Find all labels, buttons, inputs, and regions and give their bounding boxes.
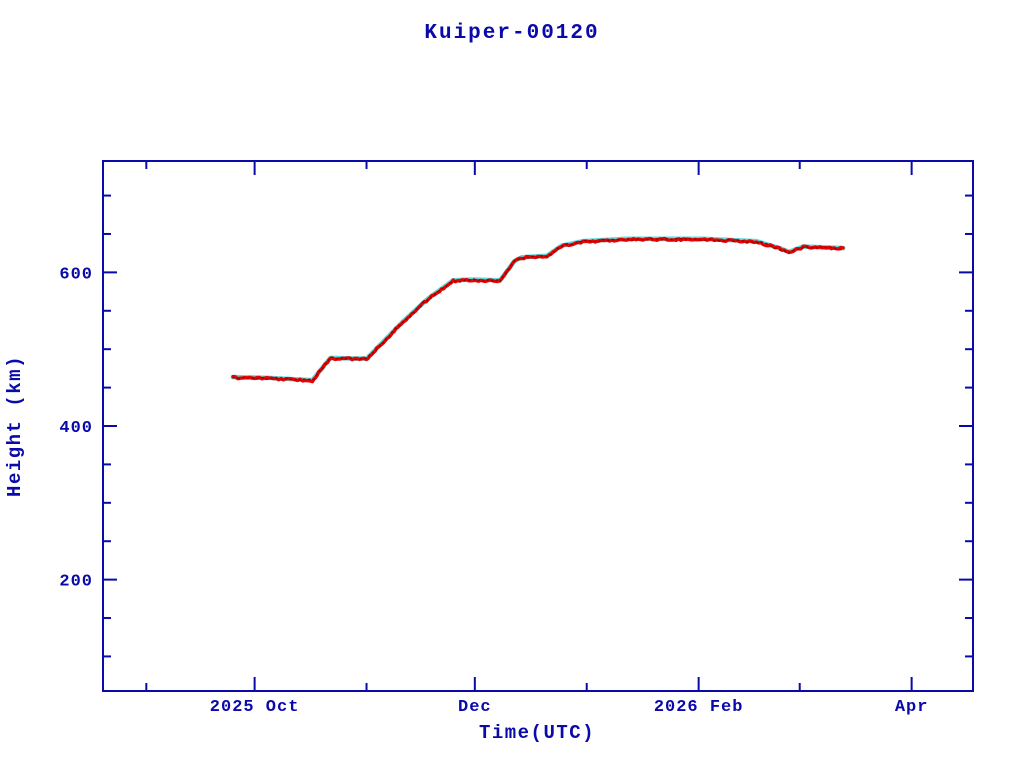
y-tick-label: 600 <box>59 265 93 284</box>
measured-track-line <box>231 236 845 384</box>
chart-title: Kuiper-00120 <box>424 22 599 45</box>
y-axis-label: Height (km) <box>4 355 26 497</box>
y-tick-label: 200 <box>59 573 93 592</box>
x-tick-label: Dec <box>458 698 492 717</box>
smoothed-track-line <box>230 236 846 383</box>
x-tick-label: Apr <box>895 698 929 717</box>
x-tick-label: 2026 Feb <box>654 698 744 717</box>
measured-track-speckle <box>232 237 844 382</box>
axis-ticks <box>103 161 973 691</box>
y-tick-label: 400 <box>59 419 93 438</box>
axis-tick-labels: 2025 Oct Dec 2026 Feb Apr 200 400 600 <box>59 265 929 717</box>
plot-frame <box>102 160 974 692</box>
data-series <box>230 236 846 384</box>
x-axis-label: Time(UTC) <box>479 722 595 744</box>
x-tick-label: 2025 Oct <box>210 698 300 717</box>
plot-border <box>102 160 974 692</box>
